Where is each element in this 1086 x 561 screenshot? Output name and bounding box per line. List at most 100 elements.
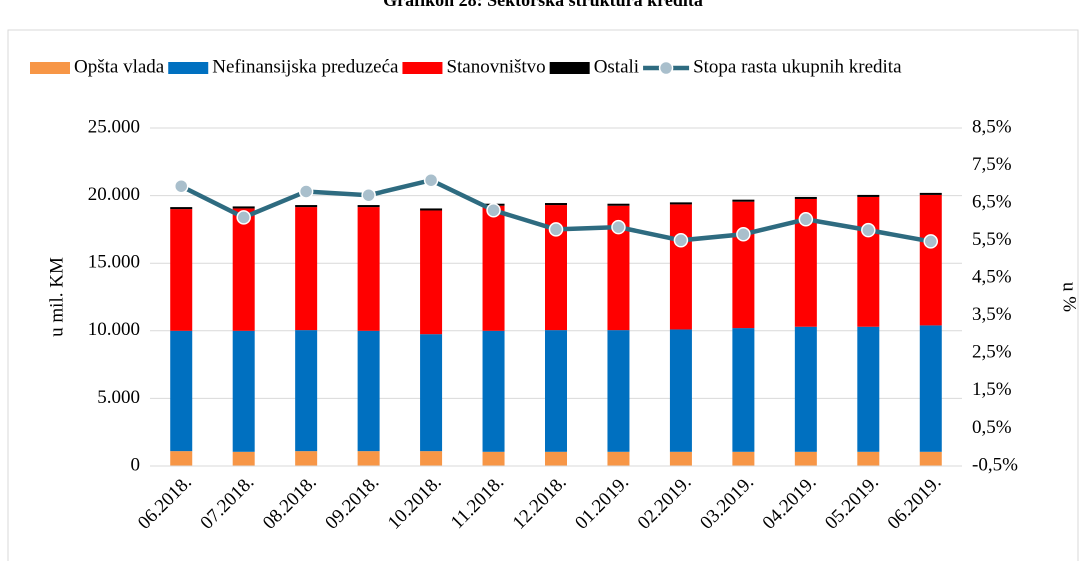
bar-segment <box>232 208 255 331</box>
bar-segment <box>295 451 318 466</box>
bar-segment <box>295 205 318 208</box>
x-tick-label: 06.2019. <box>884 472 946 534</box>
x-tick-label: 09.2018. <box>321 472 383 534</box>
bar-segment <box>170 207 193 210</box>
line-marker <box>173 178 189 194</box>
legend-label: Stanovništvo <box>446 56 545 77</box>
bar-segment <box>545 203 567 206</box>
legend-swatch <box>168 62 209 74</box>
y-tick-label: 5.000 <box>97 387 140 408</box>
line-marker <box>236 210 251 225</box>
line-marker <box>548 222 564 237</box>
bar-segment <box>607 205 630 331</box>
x-tick-label: 12.2018. <box>509 472 571 534</box>
x-tick-label: 05.2019. <box>821 472 883 534</box>
bar-segment <box>857 326 880 452</box>
legend-marker <box>658 60 674 76</box>
bar-segment <box>420 451 443 466</box>
bar-segment <box>919 451 942 466</box>
line-marker <box>861 222 876 238</box>
bar-segment <box>420 208 443 211</box>
legend-swatch <box>549 62 590 74</box>
legend-swatch <box>30 62 70 74</box>
bar-segment <box>732 201 755 329</box>
bar-segment <box>794 198 817 327</box>
bar-segment <box>669 329 692 452</box>
y-tick-label: 20.000 <box>88 184 140 205</box>
x-tick-label: 07.2018. <box>196 472 258 534</box>
x-tick-label: 02.2019. <box>634 472 696 534</box>
bar-segment <box>919 192 942 195</box>
chart-title: Grafikon 28: Sektorska struktura kredita <box>383 0 703 10</box>
y2-tick-label: 2,5% <box>972 342 1012 363</box>
y2-tick-label: 1,5% <box>972 379 1012 400</box>
bar-segment <box>232 206 255 209</box>
line-marker <box>361 187 376 203</box>
y2-tick-label: -0,5% <box>972 454 1018 475</box>
bar-segment <box>732 328 755 452</box>
bar-segment <box>607 203 630 206</box>
bar-segment <box>607 330 630 452</box>
bar-segment <box>357 451 380 466</box>
bar-segment <box>232 451 255 466</box>
legend-swatch <box>402 62 443 74</box>
bar-segment <box>295 330 318 452</box>
bar-segment <box>545 330 567 452</box>
legend-label: Nefinansijska preduzeća <box>212 56 399 77</box>
line-marker <box>486 202 501 218</box>
bar-segment <box>857 451 880 466</box>
bar-segment <box>794 451 817 466</box>
x-tick-label: 04.2019. <box>759 472 821 534</box>
x-tick-label: 11.2018. <box>447 472 508 533</box>
x-tick-label: 06.2018. <box>134 472 196 534</box>
line-marker <box>923 234 939 249</box>
bar-segment <box>857 196 880 327</box>
line-marker <box>673 233 689 248</box>
y-axis-title: u mil. KM <box>46 257 67 337</box>
y2-tick-label: 4,5% <box>972 267 1012 288</box>
chart-border <box>7 29 1079 561</box>
y-tick-label: 25.000 <box>88 116 140 137</box>
bar-segment <box>170 209 193 331</box>
bar-segment <box>357 207 380 331</box>
bar-segment <box>357 205 380 208</box>
bar-segment <box>857 194 880 197</box>
y-tick-label: 0 <box>131 454 141 475</box>
bar-segment <box>232 330 255 452</box>
bar-segment <box>669 451 692 466</box>
x-tick-label: 03.2019. <box>696 472 758 534</box>
line-marker <box>423 172 439 188</box>
line-marker <box>298 184 314 199</box>
bar-segment <box>669 204 692 330</box>
y2-tick-label: 3,5% <box>972 304 1012 325</box>
bar-segment <box>357 330 380 452</box>
bar-segment <box>545 205 567 331</box>
y2-tick-label: 5,5% <box>972 229 1012 250</box>
bar-segment <box>919 325 942 452</box>
y-tick-label: 10.000 <box>88 319 140 340</box>
bar-segment <box>919 194 942 326</box>
y2-axis-title: u % <box>1059 282 1080 312</box>
bar-segment <box>420 334 443 452</box>
y2-tick-label: 8,5% <box>972 116 1012 137</box>
bar-segment <box>482 205 505 331</box>
bar-segment <box>732 451 755 466</box>
legend-label: Stopa rasta ukupnih kredita <box>693 56 902 77</box>
legend-label: Ostali <box>594 56 639 77</box>
bar-segment <box>669 202 692 205</box>
line-marker <box>798 212 814 227</box>
bar-segment <box>170 330 193 452</box>
legend-label: Opšta vlada <box>74 56 165 77</box>
bar-segment <box>295 207 318 331</box>
x-tick-label: 01.2019. <box>571 472 633 534</box>
bar-segment <box>794 326 817 452</box>
bar-segment <box>794 196 817 199</box>
bar-segment <box>545 451 567 466</box>
bar-segment <box>170 451 193 466</box>
bar-segment <box>420 210 443 335</box>
y2-tick-label: 7,5% <box>972 154 1012 175</box>
y2-tick-label: 0,5% <box>972 417 1012 438</box>
line-marker <box>736 227 751 242</box>
